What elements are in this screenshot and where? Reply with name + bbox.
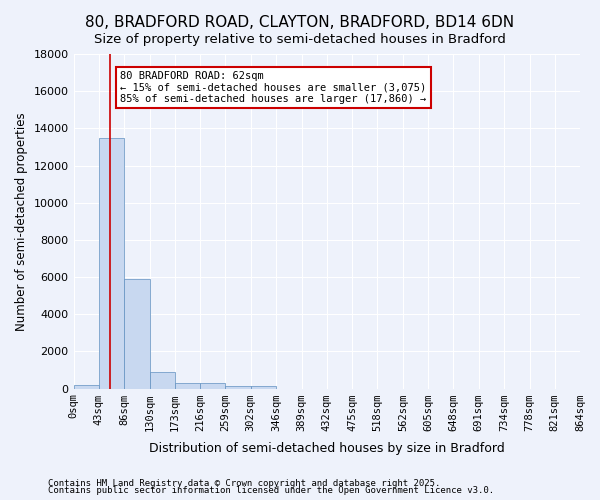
Bar (99, 138, 124, 388)
X-axis label: Distribution of semi-detached houses by size in Bradford: Distribution of semi-detached houses by … (149, 442, 505, 455)
Text: Size of property relative to semi-detached houses in Bradford: Size of property relative to semi-detach… (94, 32, 506, 46)
Text: Contains public sector information licensed under the Open Government Licence v3: Contains public sector information licen… (48, 486, 494, 495)
Bar (251, 386, 277, 388)
Bar (200, 383, 226, 388)
Text: Contains HM Land Registry data © Crown copyright and database right 2025.: Contains HM Land Registry data © Crown c… (48, 478, 440, 488)
Text: 80, BRADFORD ROAD, CLAYTON, BRADFORD, BD14 6DN: 80, BRADFORD ROAD, CLAYTON, BRADFORD, BD… (85, 15, 515, 30)
Bar (150, 372, 175, 388)
Bar (74, 385, 99, 388)
Bar (226, 386, 251, 388)
Y-axis label: Number of semi-detached properties: Number of semi-detached properties (15, 112, 28, 330)
Bar (124, 279, 150, 388)
Bar (175, 383, 200, 388)
Text: 80 BRADFORD ROAD: 62sqm
← 15% of semi-detached houses are smaller (3,075)
85% of: 80 BRADFORD ROAD: 62sqm ← 15% of semi-de… (121, 70, 427, 104)
